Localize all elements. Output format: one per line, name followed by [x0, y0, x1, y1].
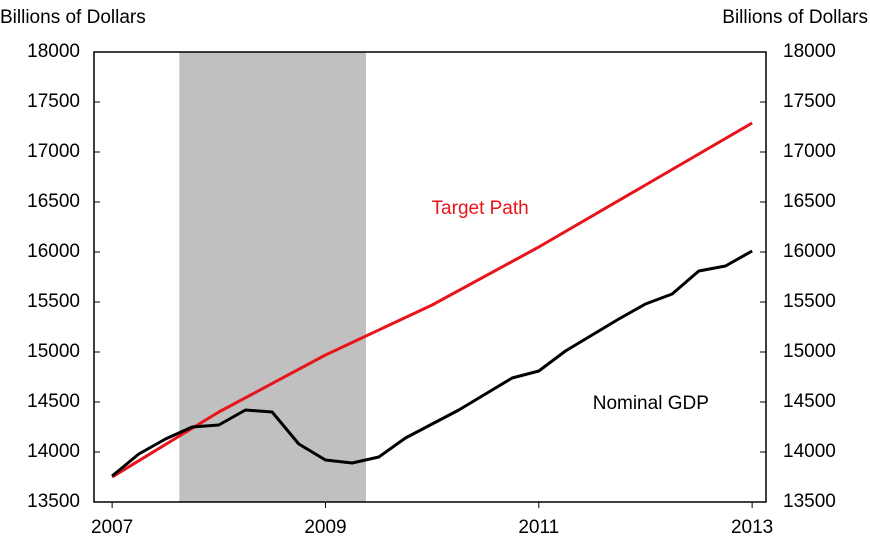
y2-axis-label: Billions of Dollars — [722, 7, 868, 28]
y-tick-label: 15000 — [27, 341, 80, 362]
series-line — [111, 121, 753, 479]
y-tick-label: 16500 — [27, 191, 80, 212]
y2-tick-label: 14000 — [783, 441, 836, 462]
y2-tick-label: 17000 — [783, 141, 836, 162]
x-tick-label: 2013 — [731, 517, 773, 538]
y2-tick-label: 17500 — [783, 91, 836, 112]
annotation: Nominal GDP — [593, 393, 709, 414]
annotation: Target Path — [432, 198, 529, 219]
y2-tick-label: 15500 — [783, 291, 836, 312]
y-tick-label: 18000 — [27, 41, 80, 62]
y2-tick-label: 16500 — [783, 191, 836, 212]
y-tick-label: 14500 — [27, 391, 80, 412]
y2-tick-label: 15000 — [783, 341, 836, 362]
y2-tick-label: 16000 — [783, 241, 836, 262]
y-axis-label: Billions of Dollars — [0, 7, 146, 28]
x-tick-label: 2009 — [304, 517, 346, 538]
plot-frame — [93, 51, 767, 503]
y-tick-label: 14000 — [27, 441, 80, 462]
x-tick-label: 2007 — [91, 517, 133, 538]
y-tick-label: 15500 — [27, 291, 80, 312]
series-line — [111, 249, 753, 478]
recession-shade — [179, 52, 366, 502]
x-tick-label: 2011 — [518, 517, 559, 538]
y-tick-label: 13500 — [27, 491, 80, 512]
y-tick-label: 17000 — [27, 141, 80, 162]
y-tick-label: 17500 — [27, 91, 80, 112]
y-tick-label: 16000 — [27, 241, 80, 262]
y2-tick-label: 18000 — [783, 41, 836, 62]
y2-tick-label: 14500 — [783, 391, 836, 412]
y2-tick-label: 13500 — [783, 491, 836, 512]
